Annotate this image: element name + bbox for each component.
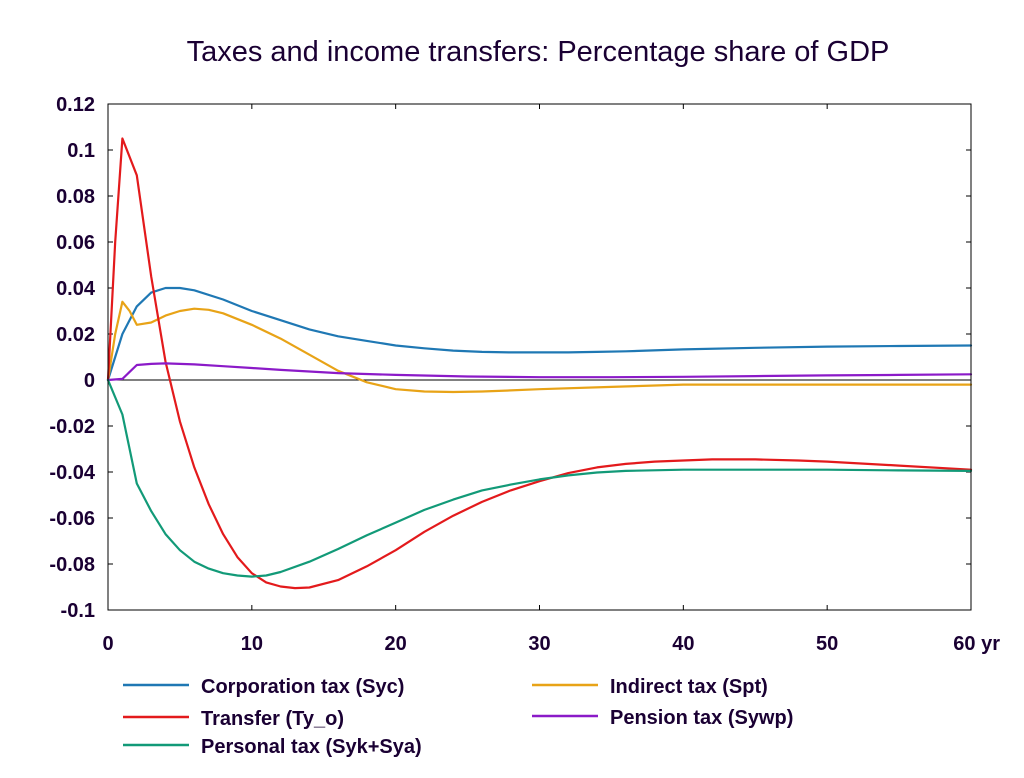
x-tick-label: 30	[528, 633, 550, 655]
series-line	[106, 137, 973, 590]
y-tick-label: -0.08	[49, 554, 95, 576]
y-axis-tick-labels: -0.1 -0.08 -0.06 -0.04 -0.02 0 0.02 0.04 0.06 0.0…	[49, 94, 95, 622]
y-tick-label: 0	[84, 370, 95, 392]
legend-label: Transfer (Ty_o)	[201, 708, 344, 730]
series-line	[106, 300, 973, 394]
x-tick-label: 60 yr	[953, 633, 1000, 655]
y-tick-label: 0.12	[56, 94, 95, 116]
axis-ticks	[107, 103, 972, 611]
x-tick-label: 10	[241, 633, 263, 655]
legend: Corporation tax (Syc) Indirect tax (Spt) T…	[123, 676, 793, 758]
y-tick-label: -0.04	[49, 462, 95, 484]
series-line	[106, 378, 973, 578]
series-lines	[106, 137, 973, 590]
x-tick-label: 40	[672, 633, 694, 655]
x-axis-tick-labels: 0 10 20 30 40 50 60 yr	[102, 633, 1000, 655]
plot-area-frame	[107, 103, 972, 611]
legend-label: Pension tax (Sywp)	[610, 707, 793, 729]
chart-title: Taxes and income transfers: Percentage s…	[187, 36, 890, 68]
y-tick-label: -0.06	[49, 508, 95, 530]
y-tick-label: -0.02	[49, 416, 95, 438]
x-tick-label: 20	[385, 633, 407, 655]
legend-label: Corporation tax (Syc)	[201, 676, 404, 698]
legend-label: Personal tax (Syk+Sya)	[201, 736, 422, 758]
legend-label: Indirect tax (Spt)	[610, 676, 768, 698]
y-tick-label: 0.1	[67, 140, 95, 162]
series-line	[106, 286, 973, 382]
y-tick-label: -0.1	[61, 600, 95, 622]
y-tick-label: 0.08	[56, 186, 95, 208]
y-tick-label: 0.06	[56, 232, 95, 254]
x-tick-label: 50	[816, 633, 838, 655]
y-tick-label: 0.04	[56, 278, 96, 300]
series-line	[106, 362, 973, 382]
x-tick-label: 0	[102, 633, 113, 655]
y-tick-label: 0.02	[56, 324, 95, 346]
